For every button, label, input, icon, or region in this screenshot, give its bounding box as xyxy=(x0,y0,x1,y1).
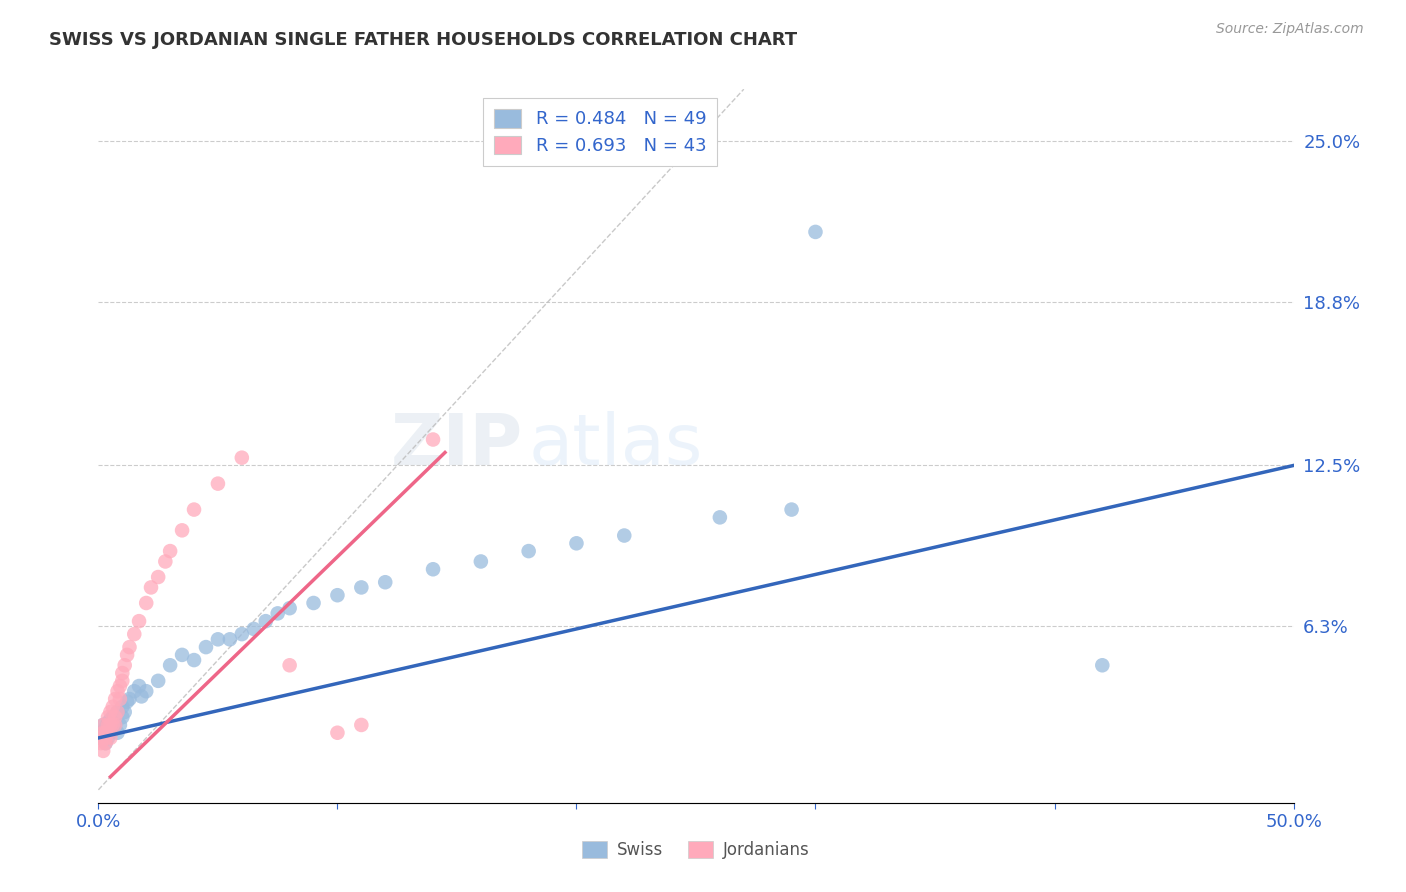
Point xyxy=(780,502,803,516)
Point xyxy=(115,695,138,709)
Point xyxy=(207,476,229,491)
Point xyxy=(101,718,124,732)
Point xyxy=(278,658,301,673)
Point xyxy=(101,699,124,714)
Point xyxy=(565,536,588,550)
Point xyxy=(111,666,134,681)
Point xyxy=(183,502,205,516)
Point xyxy=(131,690,153,704)
Point xyxy=(101,710,124,724)
Point xyxy=(107,705,129,719)
Legend: Swiss, Jordanians: Swiss, Jordanians xyxy=(575,834,817,866)
Point xyxy=(97,725,120,739)
Point xyxy=(98,731,122,745)
Point xyxy=(159,658,181,673)
Point xyxy=(613,528,636,542)
Point xyxy=(124,684,146,698)
Text: ZIP: ZIP xyxy=(391,411,523,481)
Point xyxy=(709,510,731,524)
Point xyxy=(94,736,117,750)
Point xyxy=(104,718,127,732)
Point xyxy=(135,684,157,698)
Point xyxy=(114,705,136,719)
Point xyxy=(207,632,229,647)
Point xyxy=(231,627,253,641)
Point xyxy=(231,450,253,465)
Point xyxy=(172,648,194,662)
Point xyxy=(94,721,117,735)
Point xyxy=(267,607,290,621)
Point xyxy=(118,640,141,654)
Point xyxy=(517,544,540,558)
Point xyxy=(91,718,114,732)
Point xyxy=(97,715,120,730)
Point xyxy=(183,653,205,667)
Point xyxy=(374,575,396,590)
Point xyxy=(114,658,136,673)
Point xyxy=(159,544,181,558)
Point xyxy=(118,692,141,706)
Point xyxy=(111,699,134,714)
Text: SWISS VS JORDANIAN SINGLE FATHER HOUSEHOLDS CORRELATION CHART: SWISS VS JORDANIAN SINGLE FATHER HOUSEHO… xyxy=(49,31,797,49)
Point xyxy=(91,731,114,745)
Point xyxy=(148,673,170,688)
Point xyxy=(804,225,827,239)
Point xyxy=(97,710,120,724)
Point xyxy=(101,723,124,738)
Point xyxy=(111,673,134,688)
Point xyxy=(219,632,242,647)
Point xyxy=(91,725,114,739)
Point xyxy=(97,718,120,732)
Point xyxy=(108,692,131,706)
Point xyxy=(107,684,129,698)
Point xyxy=(128,679,150,693)
Point xyxy=(422,562,444,576)
Point xyxy=(135,596,157,610)
Text: Source: ZipAtlas.com: Source: ZipAtlas.com xyxy=(1216,22,1364,37)
Point xyxy=(98,705,122,719)
Point xyxy=(350,718,373,732)
Point xyxy=(94,725,117,739)
Point xyxy=(326,588,349,602)
Point xyxy=(90,731,112,745)
Point xyxy=(1091,658,1114,673)
Point xyxy=(350,581,373,595)
Point xyxy=(107,725,129,739)
Point xyxy=(98,718,122,732)
Point xyxy=(148,570,170,584)
Point xyxy=(91,718,114,732)
Point xyxy=(107,705,129,719)
Point xyxy=(90,736,112,750)
Point xyxy=(104,710,127,724)
Point xyxy=(115,648,138,662)
Point xyxy=(97,731,120,745)
Text: atlas: atlas xyxy=(529,411,703,481)
Point xyxy=(155,554,177,568)
Point xyxy=(326,725,349,739)
Point xyxy=(98,725,122,739)
Point xyxy=(108,718,131,732)
Point xyxy=(98,713,122,727)
Point xyxy=(94,731,117,745)
Point xyxy=(243,622,266,636)
Point xyxy=(422,433,444,447)
Point xyxy=(128,614,150,628)
Point xyxy=(254,614,277,628)
Point xyxy=(94,736,117,750)
Point xyxy=(111,710,134,724)
Point xyxy=(90,725,112,739)
Point xyxy=(172,524,194,538)
Point xyxy=(139,581,162,595)
Point xyxy=(302,596,325,610)
Point xyxy=(104,718,127,732)
Point xyxy=(124,627,146,641)
Point xyxy=(91,744,114,758)
Point xyxy=(278,601,301,615)
Point xyxy=(195,640,218,654)
Point xyxy=(108,679,131,693)
Point xyxy=(104,692,127,706)
Point xyxy=(470,554,492,568)
